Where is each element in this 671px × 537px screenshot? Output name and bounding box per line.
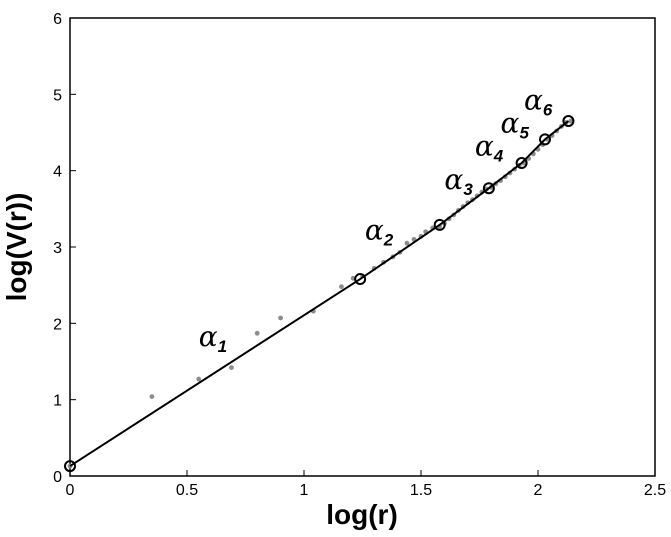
x-tick-label: 1.5	[410, 482, 432, 499]
x-tick-label: 0.5	[176, 482, 198, 499]
breakpoint-markers	[64, 115, 575, 473]
x-tick-label: 2	[534, 482, 543, 499]
segment-label: α6	[524, 84, 553, 120]
y-tick-label: 5	[53, 87, 62, 104]
breakpoint-marker	[433, 218, 446, 231]
segment-label: α5	[501, 107, 530, 143]
segment-label: α2	[365, 213, 394, 249]
scatter-point	[404, 240, 410, 246]
segment-label: α1	[199, 320, 227, 356]
scatter-point	[229, 365, 234, 371]
scatter-point	[568, 118, 574, 124]
breakpoint-marker	[539, 133, 552, 146]
y-axis: 0 1 2 3 4 5 6	[53, 11, 76, 486]
y-tick-label: 3	[53, 240, 62, 257]
segment-label: α4	[475, 129, 504, 165]
scatter-point	[196, 376, 202, 382]
scatter-point	[254, 330, 260, 336]
breakpoint-marker	[562, 115, 575, 128]
x-tick-label: 2.5	[644, 482, 666, 499]
breakpoint-marker	[482, 182, 495, 195]
scatter-point	[339, 284, 344, 290]
breakpoint-marker	[64, 460, 76, 473]
x-tick-label: 1	[300, 482, 309, 499]
plot-area	[69, 17, 656, 477]
x-tick-label: 0	[66, 482, 75, 499]
x-axis-label: log(r)	[326, 499, 398, 530]
segment-label: α3	[444, 163, 473, 199]
scatter-point	[278, 315, 283, 321]
y-axis-label: log(V(r))	[1, 193, 32, 302]
y-tick-label: 6	[53, 11, 62, 28]
x-axis: 0 0.5 1 1.5 2 2.5	[66, 470, 666, 499]
scatter-point	[149, 394, 155, 400]
y-tick-label: 1	[53, 393, 62, 410]
y-tick-label: 2	[53, 316, 62, 333]
breakpoint-marker	[515, 157, 528, 170]
y-tick-label: 4	[53, 164, 62, 181]
y-tick-label: 0	[53, 469, 62, 486]
fit-line	[69, 120, 570, 467]
breakpoint-marker	[354, 273, 367, 286]
